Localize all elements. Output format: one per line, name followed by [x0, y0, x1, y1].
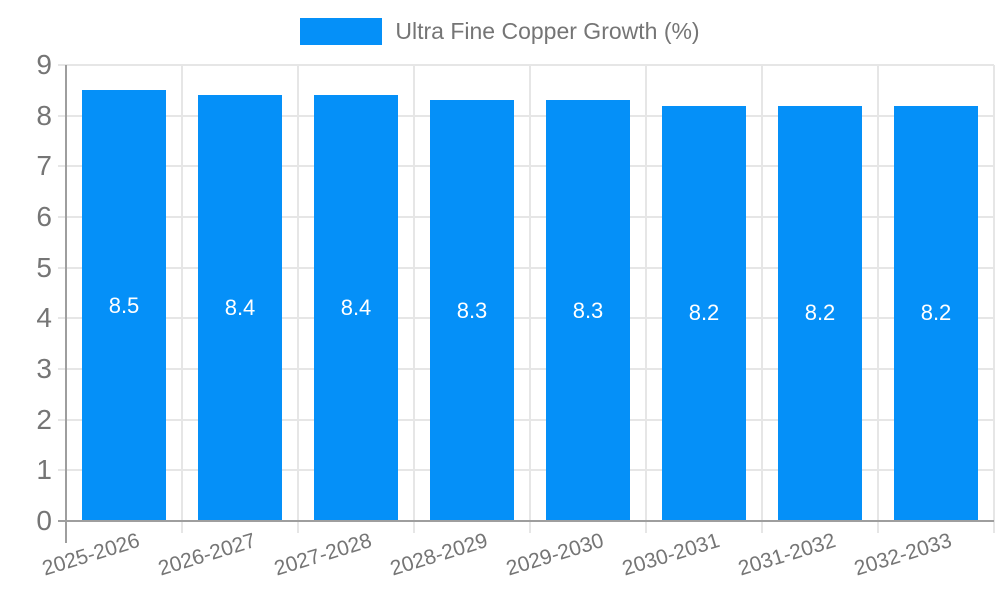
bar-value-label: 8.3: [456, 297, 488, 323]
y-gridline: [58, 266, 994, 269]
x-gridline: [181, 65, 183, 533]
x-gridline: [993, 65, 995, 533]
bar: 8.3: [546, 100, 630, 521]
legend-label: Ultra Fine Copper Growth (%): [395, 17, 700, 44]
x-gridline: [297, 65, 299, 533]
y-tick-label: 5: [36, 251, 52, 283]
y-tick-label: 0: [36, 505, 52, 536]
bar-value-label: 8.4: [224, 295, 256, 321]
y-gridline: [58, 418, 994, 421]
x-gridline: [877, 65, 879, 533]
y-gridline: [58, 368, 994, 370]
bar-value-label: 8.2: [804, 300, 836, 326]
bar-value-label: 8.2: [920, 300, 952, 326]
bar: 8.2: [894, 105, 978, 521]
y-tick-label: 9: [36, 49, 52, 80]
bar-value-label: 8.5: [108, 292, 140, 318]
y-tick-label: 7: [36, 150, 52, 182]
x-gridline: [761, 65, 763, 533]
y-tick-label: 1: [36, 454, 52, 486]
bar: 8.4: [198, 95, 282, 521]
y-gridline: [58, 469, 994, 472]
y-tick-label: 2: [36, 403, 52, 435]
legend-swatch: [300, 17, 383, 45]
x-gridline: [645, 65, 647, 533]
y-tick-label: 6: [36, 201, 52, 232]
bar: 8.5: [82, 90, 166, 521]
y-gridline: [58, 114, 994, 117]
x-axis-line: [58, 520, 994, 522]
y-gridline: [58, 216, 994, 218]
y-tick-label: 3: [36, 353, 52, 384]
bar: 8.3: [430, 100, 514, 521]
y-gridline: [58, 165, 994, 168]
y-axis-line: [65, 65, 67, 543]
bar: 8.2: [778, 105, 862, 521]
y-tick-label: 4: [36, 302, 52, 334]
y-gridline: [58, 317, 994, 320]
y-tick-label: 8: [36, 99, 52, 131]
bar: 8.4: [314, 95, 398, 521]
y-gridline: [58, 64, 994, 66]
legend-item[interactable]: Ultra Fine Copper Growth (%): [0, 16, 1000, 46]
bar-value-label: 8.2: [688, 300, 720, 326]
x-gridline: [529, 65, 531, 533]
bar-value-label: 8.3: [572, 297, 604, 323]
bar-value-label: 8.4: [340, 295, 372, 321]
bar: 8.2: [662, 105, 746, 521]
plot-area: 0 1 2 3 4 5 6 7 8 9 8.5 8.4 8.4 8.3 8.3 8.2 8.2 8.2 2025-2…: [36, 51, 995, 580]
x-gridline: [413, 65, 415, 533]
